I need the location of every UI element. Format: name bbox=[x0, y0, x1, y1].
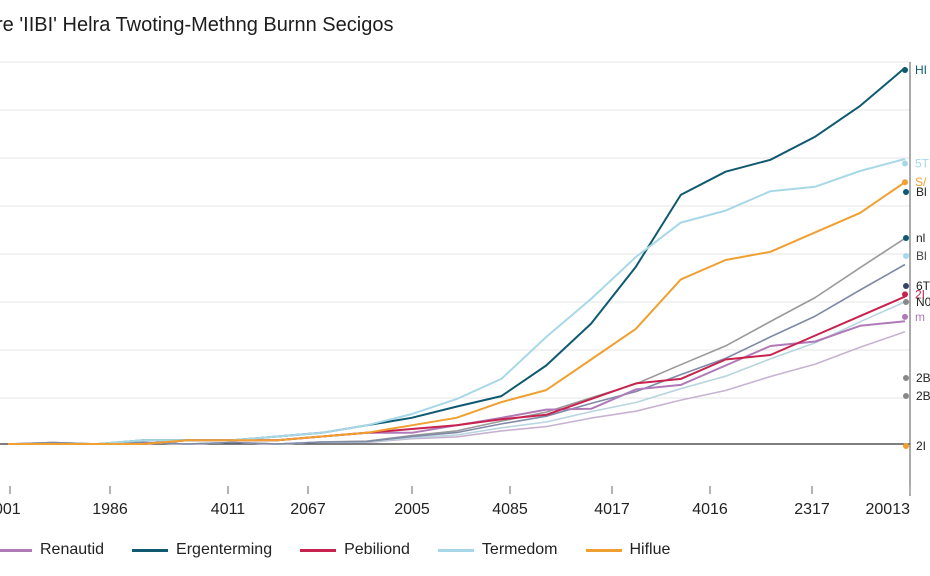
series-line-pebiliond bbox=[8, 295, 906, 445]
extra-end-label: nl bbox=[916, 231, 925, 245]
series-end-label: S/ bbox=[915, 175, 927, 189]
gridlines bbox=[0, 61, 910, 399]
chart-title: re 'IIBI' Helra Twoting-Methng Burnn Sec… bbox=[0, 14, 394, 36]
extra-end-label: 2I bbox=[916, 439, 926, 453]
series-end-point bbox=[902, 67, 908, 73]
series-end-label: HI bbox=[915, 63, 927, 77]
extra-end-label: Bl bbox=[916, 185, 927, 199]
series-line-termedom bbox=[8, 158, 906, 445]
x-tick-label: 4011 bbox=[211, 501, 246, 518]
extra-end-label: 2B bbox=[916, 371, 930, 385]
extra-end-point bbox=[903, 393, 909, 399]
series-end-point bbox=[902, 160, 908, 167]
legend-swatch bbox=[0, 548, 32, 552]
x-tick-label: 4016 bbox=[692, 501, 728, 518]
x-tick-label: 4085 bbox=[492, 501, 528, 518]
legend-item: Termedom bbox=[437, 541, 558, 559]
x-tick-label: 001 bbox=[0, 501, 21, 518]
extra-end-point bbox=[903, 235, 909, 241]
legend-label: Termedom bbox=[481, 541, 558, 558]
legend-item: Renautid bbox=[0, 541, 104, 559]
legend-label: Pebiliond bbox=[344, 541, 410, 558]
extra-end-point bbox=[903, 299, 909, 305]
legend-swatch bbox=[437, 548, 474, 552]
extra-end-label: N0 bbox=[916, 295, 930, 309]
x-tick-label: 4017 bbox=[594, 501, 630, 518]
texture-line bbox=[7, 237, 906, 445]
extra-end-label: 6T bbox=[916, 279, 930, 293]
extra-end-point bbox=[903, 189, 909, 195]
legend-item: Pebiliond bbox=[300, 541, 410, 559]
legend-item: Hiflue bbox=[585, 541, 671, 559]
series-end-label: 5T bbox=[915, 157, 930, 171]
series-end-point bbox=[902, 179, 908, 186]
series-line-ergenterming bbox=[8, 67, 906, 445]
legend-label: Renautid bbox=[40, 541, 105, 558]
extra-end-point bbox=[903, 253, 909, 259]
extra-end-label: Bl bbox=[916, 249, 927, 263]
series-end-label: 2I bbox=[915, 287, 925, 301]
series-end-label: m bbox=[915, 310, 925, 324]
series-end-point bbox=[902, 313, 908, 320]
x-tick-label: 20013 bbox=[866, 501, 911, 518]
extra-end-point bbox=[903, 283, 909, 289]
x-axis-ticks: 001 1986 4011 2067 2005 4085 4017 4016 2317 20013 bbox=[0, 486, 911, 518]
texture-line bbox=[7, 301, 906, 445]
series-end-point bbox=[902, 291, 908, 298]
extra-end-label: 2B bbox=[916, 389, 930, 403]
legend-label: Ergenterming bbox=[176, 541, 273, 558]
legend-item: Ergenterming bbox=[132, 541, 272, 559]
x-tick-label: 2067 bbox=[290, 501, 326, 518]
legend: Renautid Ergenterming Pebiliond Termedom Hif… bbox=[0, 541, 698, 559]
x-tick-label: 2317 bbox=[794, 501, 830, 518]
texture-line bbox=[7, 331, 906, 445]
end-labels: m HI 2I 5T S/Bl nl Bl 6T N0 2B 2B 2I bbox=[903, 63, 930, 453]
series-lines bbox=[7, 67, 908, 445]
legend-swatch bbox=[132, 548, 169, 552]
x-tick-label: 2005 bbox=[394, 501, 430, 518]
legend-label: Hiflue bbox=[629, 541, 671, 558]
extra-end-point bbox=[903, 443, 909, 449]
extra-end-point bbox=[903, 375, 909, 381]
x-tick-label: 1986 bbox=[92, 501, 128, 518]
legend-swatch bbox=[300, 548, 337, 552]
legend-swatch bbox=[585, 548, 622, 552]
series-line-hiflue bbox=[8, 181, 906, 445]
